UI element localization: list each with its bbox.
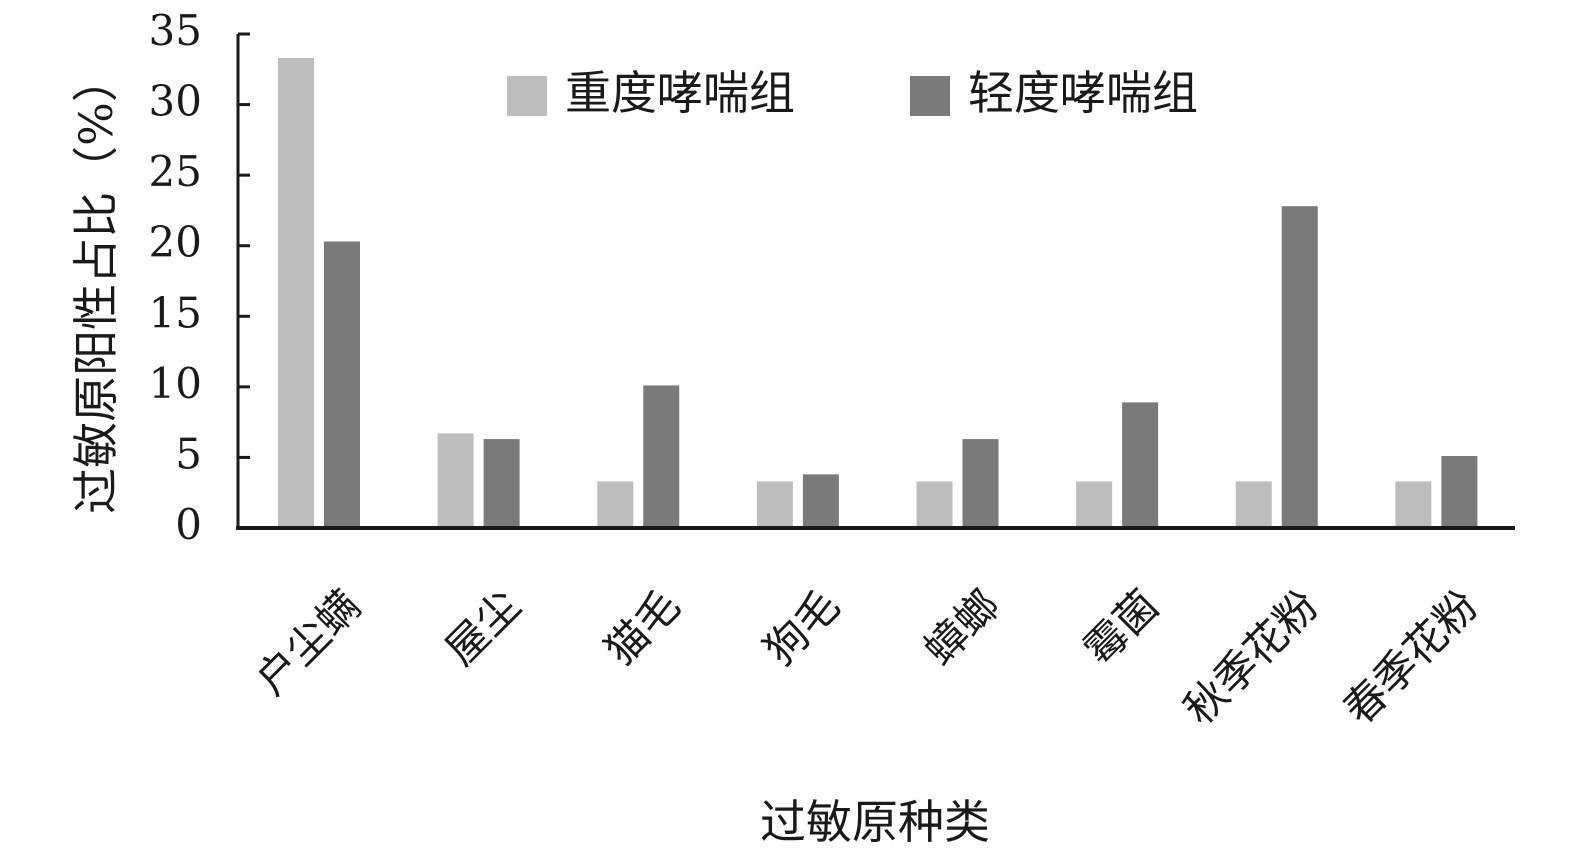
- y-tick-label: 25: [149, 147, 202, 196]
- legend: 重度哮喘组 轻度哮喘组: [507, 66, 1198, 120]
- y-tick-label: 20: [149, 218, 202, 267]
- bar-mild-5: [1122, 402, 1159, 528]
- category-label: 狗毛: [755, 580, 849, 674]
- category-label: 春季花粉: [1334, 580, 1487, 733]
- y-tick-label: 5: [175, 429, 202, 478]
- category-label: 秋季花粉: [1174, 580, 1327, 733]
- bar-severe-0: [278, 57, 314, 528]
- category-label: 霉菌: [1074, 580, 1168, 674]
- y-tick-label: 0: [175, 500, 202, 549]
- y-tick-label: 10: [149, 359, 202, 408]
- y-tick-label: 30: [149, 77, 202, 126]
- legend-label-severe: 重度哮喘组: [565, 66, 795, 120]
- bar-severe-2: [597, 481, 634, 528]
- legend-label-mild: 轻度哮喘组: [968, 66, 1198, 120]
- y-axis-title: 过敏原阳性占比（%）: [69, 56, 123, 514]
- x-axis-title: 过敏原种类: [760, 795, 990, 849]
- category-label: 屋尘: [436, 580, 530, 674]
- bar-mild-4: [962, 439, 999, 528]
- legend-swatch-mild: [910, 76, 950, 116]
- bar-severe-4: [916, 481, 953, 528]
- category-label: 猫毛: [595, 580, 689, 674]
- category-label: 户尘螨: [246, 580, 370, 704]
- bar-severe-6: [1235, 481, 1272, 528]
- bar-mild-6: [1281, 206, 1318, 529]
- x-tick-labels: 户尘螨 屋尘 猫毛 狗毛 蟑螂 霉菌 秋季花粉 春季花粉: [246, 580, 1487, 733]
- bar-mild-0: [324, 241, 360, 529]
- bar-mild-2: [643, 385, 680, 528]
- bar-mild-3: [802, 474, 839, 528]
- bar-severe-1: [437, 433, 474, 528]
- bar-severe-3: [756, 481, 793, 528]
- y-tick-label: 15: [149, 288, 202, 337]
- bar-severe-7: [1395, 481, 1432, 528]
- bar-mild-7: [1441, 456, 1478, 528]
- category-label: 蟑螂: [915, 580, 1009, 674]
- bars-layer: [278, 57, 1478, 529]
- bar-mild-1: [483, 439, 520, 528]
- y-ticks: 0 5 10 15 20 25 30 35: [149, 6, 250, 549]
- y-tick-label: 35: [149, 6, 202, 55]
- bar-severe-5: [1076, 481, 1113, 528]
- legend-swatch-severe: [507, 76, 547, 116]
